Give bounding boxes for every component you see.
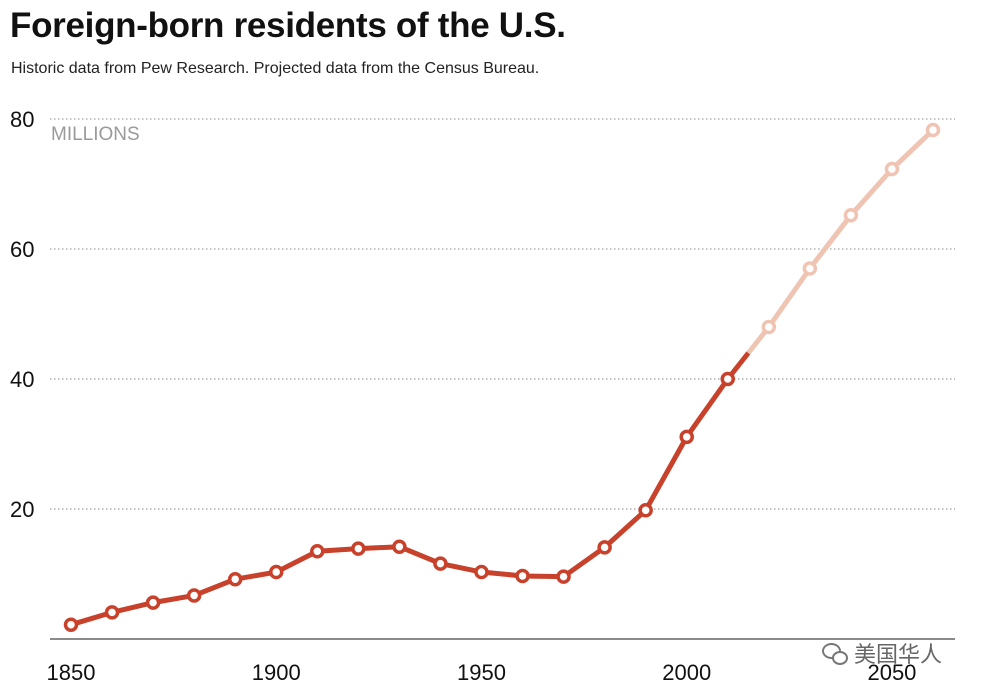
data-point-historic <box>63 617 79 632</box>
data-point-historic <box>679 429 694 445</box>
y-tick-label: 40 <box>10 367 34 392</box>
watermark-text: 美国华人 <box>854 643 943 668</box>
x-tick-label: 1900 <box>252 660 301 685</box>
data-point-historic <box>638 503 653 518</box>
data-point-historic <box>186 588 202 603</box>
data-point-projected <box>802 261 818 276</box>
data-point-historic <box>515 568 530 584</box>
data-point-projected <box>843 207 859 223</box>
data-point-historic <box>392 539 407 554</box>
data-point-historic <box>474 564 489 580</box>
data-point-historic <box>351 541 366 556</box>
series-line-projected <box>745 127 936 356</box>
x-axis-ticks: 1850 1900 1950 2000 2050 <box>47 660 917 685</box>
gridlines <box>50 118 955 640</box>
data-point-historic <box>268 564 284 580</box>
chart-title: Foreign-born residents of the U.S. <box>10 6 566 45</box>
unit-label: MILLIONS <box>51 124 140 145</box>
data-point-projected <box>884 161 900 177</box>
data-point-historic <box>433 556 448 571</box>
data-point-historic <box>556 569 571 584</box>
data-point-projected <box>925 122 941 138</box>
x-tick-label: 2050 <box>867 660 916 685</box>
data-points <box>63 122 941 632</box>
data-point-historic <box>227 571 243 587</box>
y-tick-label: 60 <box>10 237 34 262</box>
watermark: 美国华人 <box>822 637 942 669</box>
y-tick-label: 20 <box>10 497 34 522</box>
data-point-projected <box>761 319 777 335</box>
x-tick-label: 1950 <box>457 660 506 685</box>
y-tick-label: 80 <box>10 107 34 132</box>
series-line-historic <box>70 351 751 628</box>
data-point-historic <box>720 371 736 387</box>
x-tick-label: 2000 <box>662 660 711 685</box>
y-axis-ticks: 20 40 60 80 <box>10 107 34 522</box>
chart-subtitle: Historic data from Pew Research. Project… <box>11 60 540 77</box>
data-point-historic <box>597 540 612 555</box>
wechat-icon <box>822 642 848 665</box>
x-tick-label: 1850 <box>47 660 96 685</box>
series-lines <box>70 127 936 628</box>
data-point-historic <box>310 544 325 559</box>
data-point-historic <box>104 605 120 620</box>
data-point-historic <box>145 595 161 610</box>
